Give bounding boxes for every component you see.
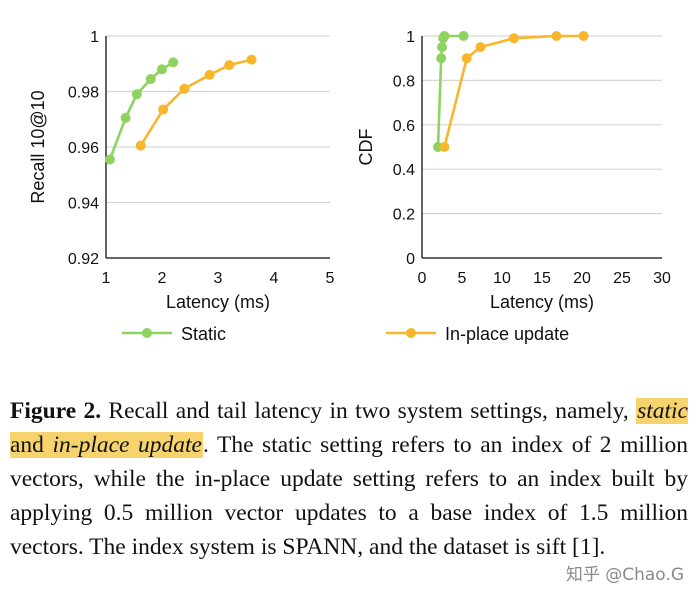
data-point-in-place-update bbox=[578, 31, 589, 41]
x-tick-label: 25 bbox=[613, 270, 631, 287]
y-tick-label: 0 bbox=[406, 251, 415, 268]
y-tick-label: 1 bbox=[90, 29, 99, 46]
caption-and: and bbox=[10, 432, 53, 458]
data-point-in-place-update bbox=[158, 104, 169, 115]
y-tick-label: 0.98 bbox=[68, 85, 99, 102]
data-point-static bbox=[145, 74, 156, 85]
x-tick-label: 5 bbox=[326, 270, 335, 287]
caption-text-a: Recall and tail latency in two system se… bbox=[101, 398, 637, 424]
y-axis-title: CDF bbox=[356, 129, 376, 166]
series-line-static bbox=[436, 34, 464, 148]
data-point-static bbox=[458, 31, 469, 41]
caption-static: static bbox=[637, 398, 688, 424]
data-point-static bbox=[436, 53, 447, 64]
x-tick-label: 10 bbox=[493, 270, 511, 287]
y-tick-label: 0.6 bbox=[393, 118, 415, 135]
series-line-in-place-update bbox=[443, 34, 584, 148]
legend-marker bbox=[406, 328, 416, 338]
x-tick-label: 4 bbox=[270, 270, 279, 287]
y-tick-label: 0.94 bbox=[68, 196, 99, 213]
x-tick-label: 30 bbox=[653, 270, 671, 287]
caption-text-b: . The static setting refers to an index … bbox=[10, 432, 688, 560]
x-tick-label: 5 bbox=[458, 270, 467, 287]
data-point-static bbox=[168, 57, 179, 68]
legend-marker bbox=[142, 328, 152, 338]
data-point-in-place-update bbox=[551, 31, 562, 41]
legend-label: In-place update bbox=[445, 324, 569, 344]
watermark: 知乎 @Chao.G bbox=[565, 565, 684, 585]
legend-label: Static bbox=[181, 324, 226, 344]
y-tick-label: 0.8 bbox=[393, 73, 415, 90]
data-point-static bbox=[120, 112, 131, 123]
x-axis-title: Latency (ms) bbox=[166, 292, 270, 312]
data-point-in-place-update bbox=[439, 142, 450, 152]
y-tick-label: 1 bbox=[406, 29, 415, 46]
x-tick-label: 1 bbox=[102, 270, 111, 287]
chart-area: 0.92 0.94 0.96 0.98 1 1 2 3 4 5 Latency (ms) Recall… bbox=[28, 29, 671, 344]
x-tick-label: 15 bbox=[533, 270, 551, 287]
data-point-in-place-update bbox=[179, 83, 190, 94]
recall-latency-chart: 0.92 0.94 0.96 0.98 1 1 2 3 4 5 Latency (ms) Recall… bbox=[28, 29, 335, 312]
y-tick-label: 0.2 bbox=[393, 207, 415, 224]
caption-text-c: ]. bbox=[591, 534, 606, 560]
data-point-in-place-update bbox=[461, 53, 472, 64]
y-tick-label: 0.4 bbox=[393, 162, 415, 179]
caption-inplace: in-place update bbox=[52, 432, 202, 458]
data-point-in-place-update bbox=[246, 54, 257, 65]
caption-label: Figure 2. bbox=[10, 398, 102, 424]
y-tick-label: 0.92 bbox=[68, 251, 99, 268]
data-point-static bbox=[439, 31, 450, 41]
y-axis-title: Recall 10@10 bbox=[28, 90, 48, 203]
data-point-in-place-update bbox=[224, 60, 235, 71]
y-tick-label: 0.96 bbox=[68, 140, 99, 157]
figure-caption: Figure 2. Recall and tail latency in two… bbox=[10, 394, 688, 564]
x-axis-title: Latency (ms) bbox=[490, 292, 594, 312]
x-tick-label: 2 bbox=[158, 270, 167, 287]
x-tick-label: 0 bbox=[418, 270, 427, 287]
caption-reference-link[interactable]: 1 bbox=[579, 534, 592, 560]
data-point-static bbox=[157, 64, 167, 75]
data-point-static bbox=[131, 89, 142, 100]
data-point-in-place-update bbox=[475, 42, 486, 53]
data-point-in-place-update bbox=[204, 69, 215, 80]
data-point-static bbox=[437, 42, 447, 53]
x-tick-label: 20 bbox=[573, 270, 591, 287]
legend: Static In-place update bbox=[122, 324, 569, 344]
data-point-in-place-update bbox=[509, 33, 519, 44]
data-point-in-place-update bbox=[135, 140, 146, 151]
data-point-static bbox=[104, 154, 115, 165]
x-tick-label: 3 bbox=[214, 270, 223, 287]
